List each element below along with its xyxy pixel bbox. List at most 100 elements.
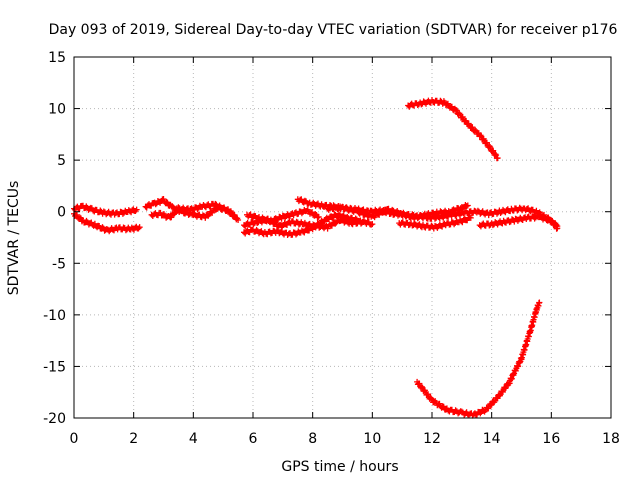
data-point-run — [512, 214, 530, 224]
data-point-run — [405, 100, 422, 110]
grid — [74, 57, 611, 418]
data-point-run — [464, 120, 482, 138]
data-series-trace-j — [396, 214, 474, 232]
data-point-run — [354, 207, 375, 220]
data-point-run — [494, 380, 512, 402]
data-point-run — [473, 207, 491, 218]
data-point — [136, 224, 143, 231]
y-tick-label: 0 — [57, 205, 66, 221]
data-point — [369, 221, 376, 228]
data-point-run — [244, 211, 261, 222]
data-point-run — [461, 207, 479, 217]
data-series-trace-k — [476, 212, 561, 232]
data-point-run — [509, 204, 527, 214]
data-point-run — [524, 212, 542, 222]
data-point — [360, 219, 367, 226]
x-tick-label: 8 — [308, 431, 317, 447]
data-point — [235, 216, 242, 223]
data-point-run — [91, 220, 109, 234]
data-point — [232, 213, 239, 220]
data-point-run — [348, 218, 366, 228]
data-point — [464, 202, 471, 209]
data-point-run — [452, 107, 470, 127]
x-tick-label: 16 — [542, 431, 560, 447]
data-point-run — [124, 206, 139, 216]
data-point-run — [291, 206, 309, 218]
x-axis-label: GPS time / hours — [281, 459, 398, 475]
data-point-run — [190, 210, 208, 221]
data-point-run — [476, 132, 494, 153]
x-tick-label: 0 — [70, 431, 79, 447]
y-tick-label: -15 — [43, 359, 66, 375]
data-point-run — [443, 405, 464, 417]
data-series-trace-m — [414, 299, 543, 419]
data-point — [494, 155, 501, 162]
x-tick-label: 14 — [483, 431, 501, 447]
x-tick-label: 6 — [249, 431, 258, 447]
data-point-run — [476, 220, 494, 230]
data-point-run — [324, 217, 342, 232]
data-point-run — [261, 227, 279, 238]
data-point-run — [211, 200, 229, 213]
data-point-run — [250, 226, 267, 238]
data-point — [554, 225, 561, 232]
y-tick-label: -5 — [52, 256, 66, 272]
data-point-run — [420, 221, 437, 232]
data-point-run — [303, 206, 321, 221]
data-series-trace-l — [405, 97, 501, 162]
x-tick-label: 12 — [423, 431, 441, 447]
data-point-run — [446, 205, 464, 216]
data-point — [315, 213, 322, 220]
data-points — [71, 97, 561, 419]
data-point-run — [518, 328, 534, 363]
data-point-run — [100, 208, 118, 218]
y-tick-label: 10 — [48, 102, 66, 118]
x-tick-label: 2 — [129, 431, 138, 447]
data-point-run — [256, 214, 273, 225]
data-point-run — [80, 217, 97, 229]
data-point-run — [435, 207, 452, 217]
data-point-run — [267, 213, 285, 225]
data-point-run — [300, 219, 318, 230]
data-point-run — [306, 199, 324, 210]
data-point — [133, 206, 140, 213]
data-point — [536, 299, 543, 306]
y-axis-label: SDTVAR / TECUs — [6, 181, 22, 296]
data-point-run — [312, 222, 330, 232]
data-point-run — [294, 196, 312, 207]
data-point-run — [115, 224, 133, 234]
data-point-run — [527, 308, 540, 334]
data-series-trace-d — [148, 200, 239, 221]
data-point-run — [288, 218, 306, 228]
plot-frame — [73, 56, 612, 419]
y-tick-label: 5 — [57, 153, 66, 169]
data-point-run — [414, 378, 435, 402]
data-series-trace-g — [244, 206, 322, 225]
data-point-run — [175, 204, 193, 214]
data-point-run — [166, 207, 181, 221]
data-series-trace-a — [71, 202, 140, 218]
data-point-run — [429, 97, 446, 107]
x-tick-label: 10 — [363, 431, 381, 447]
data-point-run — [199, 200, 216, 211]
data-series-trace-i — [324, 202, 471, 222]
data-point-run — [536, 212, 554, 224]
data-point-run — [429, 396, 449, 413]
data-point-run — [443, 218, 461, 228]
data-point-run — [506, 355, 524, 387]
data-point-run — [408, 220, 425, 231]
data-point-run — [285, 228, 303, 238]
data-point-run — [497, 205, 515, 216]
data-point — [467, 214, 474, 221]
ticks: 0 2 4 6 8 10 12 14 16 18 15 10 5 0 -5 -10 -15 -20 — [43, 50, 620, 447]
data-point-run — [187, 202, 205, 213]
data-point-run — [488, 218, 506, 229]
data-point-run — [321, 211, 339, 225]
x-tick-label: 4 — [189, 431, 198, 447]
y-tick-label: -20 — [43, 411, 66, 427]
x-tick-label: 18 — [602, 431, 620, 447]
data-point-run — [458, 408, 476, 419]
data-point-run — [396, 219, 413, 229]
chart-title: Day 093 of 2019, Sidereal Day-to-day VTE… — [49, 22, 618, 38]
